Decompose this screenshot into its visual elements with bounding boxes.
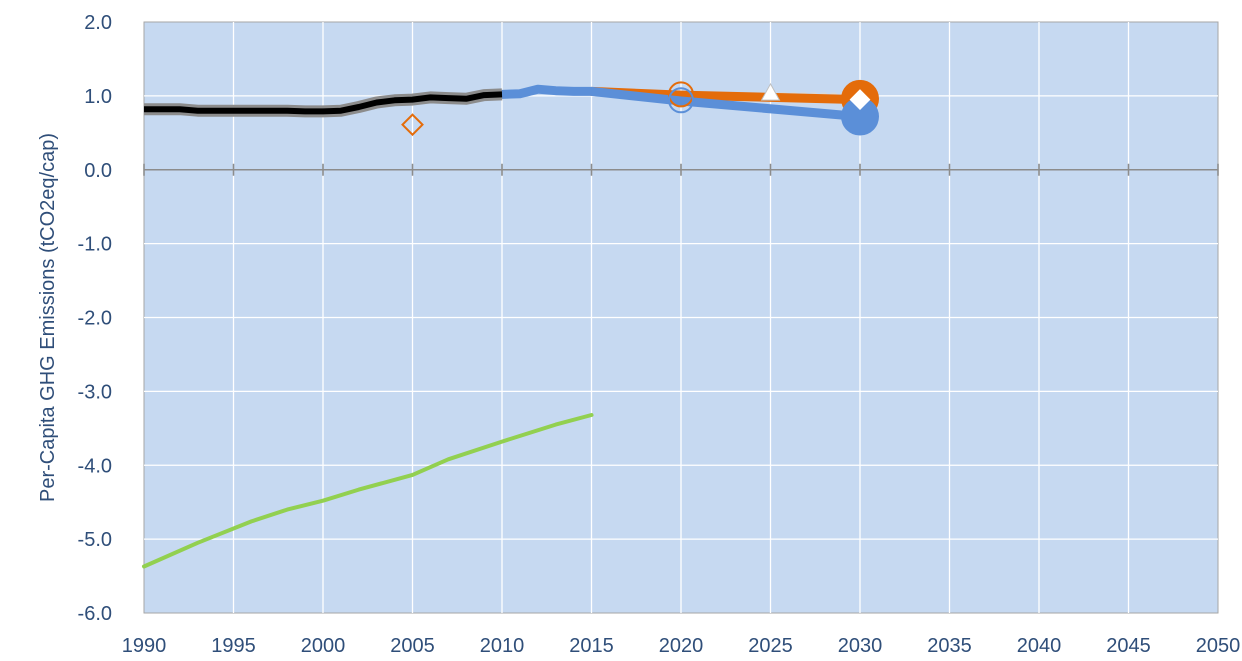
y-tick-label: 2.0 xyxy=(84,12,112,34)
historical-series-line xyxy=(144,91,503,115)
y-tick-label: -2.0 xyxy=(78,308,112,330)
x-tick-label: 2035 xyxy=(927,635,972,657)
x-tick-label: 2015 xyxy=(569,635,614,657)
white-triangle-2025 xyxy=(760,82,781,101)
x-tick-label: 1995 xyxy=(211,635,256,657)
y-axis-title: Per-Capita GHG Emissions (tCO2eq/cap) xyxy=(37,133,59,502)
y-tick-label: -1.0 xyxy=(78,234,112,256)
y-tick-label: 0.0 xyxy=(84,160,112,182)
y-tick-label: 1.0 xyxy=(84,86,112,108)
x-tick-label: 2010 xyxy=(480,635,525,657)
x-tick-label: 2050 xyxy=(1196,635,1241,657)
blue-circle-2020 xyxy=(668,87,694,114)
white-diamond-2030 xyxy=(849,89,871,110)
green-series-line xyxy=(142,413,594,569)
x-tick-label: 2020 xyxy=(659,635,704,657)
series-lines xyxy=(142,84,865,569)
gridlines xyxy=(144,22,1218,613)
x-tick-label: 2040 xyxy=(1017,635,1062,657)
orange-circle-2020 xyxy=(668,81,694,108)
x-tick-label: 2025 xyxy=(748,635,793,657)
zero-axis xyxy=(143,163,1219,176)
orange-diamond-2005 xyxy=(401,113,424,137)
y-tick-label: -6.0 xyxy=(78,603,112,625)
blue-circle-2030 xyxy=(841,97,879,136)
x-tick-label: 2030 xyxy=(838,635,883,657)
blue-series-line xyxy=(497,84,865,122)
y-tick-labels: -6.0 -5.0 -4.0 -3.0 -2.0 -1.0 0.0 1.0 2.0 xyxy=(78,12,112,625)
y-tick-label: -4.0 xyxy=(78,455,112,477)
y-tick-label: -3.0 xyxy=(78,381,112,403)
x-tick-label: 2000 xyxy=(301,635,346,657)
x-tick-labels: 1990 1995 2000 2005 2010 2015 2020 2025 2030 2035… xyxy=(122,635,1241,657)
y-tick-label: -5.0 xyxy=(78,529,112,551)
x-tick-label: 2005 xyxy=(390,635,435,657)
x-tick-label: 1990 xyxy=(122,635,167,657)
x-tick-label: 2045 xyxy=(1106,635,1151,657)
markers xyxy=(401,79,879,137)
